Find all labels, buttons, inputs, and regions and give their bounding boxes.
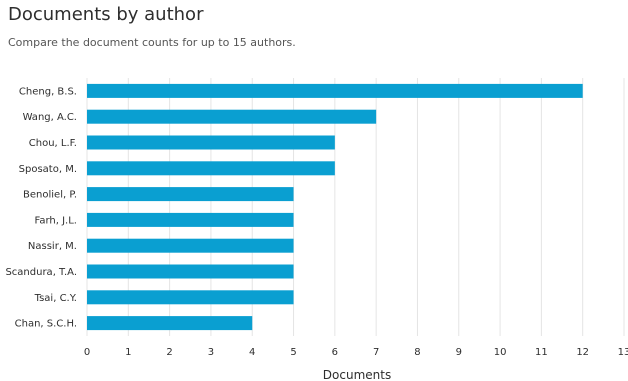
x-tick-label: 7 — [373, 347, 379, 358]
x-tick-labels: 0 1 2 3 4 5 6 7 8 9 10 11 12 13 — [84, 347, 628, 358]
x-tick-label: 3 — [208, 347, 214, 358]
category-label: Scandura, T.A. — [5, 267, 77, 278]
chart-title: Documents by author — [8, 4, 204, 25]
x-tick-label: 9 — [456, 347, 462, 358]
category-labels: Cheng, B.S. Wang, A.C. Chou, L.F. Sposato, … — [5, 86, 77, 329]
bar[interactable] — [87, 187, 294, 202]
bar[interactable] — [87, 212, 294, 227]
bar[interactable] — [87, 109, 377, 124]
category-label: Chou, L.F. — [29, 138, 77, 149]
x-tick-label: 5 — [290, 347, 296, 358]
bar[interactable] — [87, 316, 253, 331]
category-label: Tsai, C.Y. — [34, 293, 77, 304]
x-axis-title: Documents — [323, 368, 391, 381]
category-label: Farh, J.L. — [35, 215, 77, 226]
x-tick-label: 12 — [576, 347, 589, 358]
category-label: Wang, A.C. — [23, 112, 77, 123]
bar[interactable] — [87, 83, 583, 98]
chart-subtitle: Compare the document counts for up to 15… — [8, 36, 296, 49]
category-label: Nassir, M. — [28, 241, 77, 252]
bars — [87, 83, 583, 331]
bar[interactable] — [87, 264, 294, 279]
category-label: Cheng, B.S. — [19, 86, 77, 97]
x-tick-label: 8 — [414, 347, 420, 358]
bar[interactable] — [87, 135, 335, 150]
x-tick-label: 6 — [332, 347, 338, 358]
bar[interactable] — [87, 161, 335, 176]
category-label: Benoliel, P. — [23, 190, 77, 201]
x-tick-label: 1 — [125, 347, 131, 358]
category-label: Sposato, M. — [19, 164, 77, 175]
x-tick-label: 13 — [618, 347, 628, 358]
x-tick-label: 0 — [84, 347, 90, 358]
category-label: Chan, S.C.H. — [15, 319, 77, 330]
bar[interactable] — [87, 238, 294, 253]
x-tick-label: 11 — [535, 347, 548, 358]
x-tick-label: 4 — [249, 347, 255, 358]
x-tick-label: 2 — [166, 347, 172, 358]
bar[interactable] — [87, 290, 294, 305]
x-tick-label: 10 — [494, 347, 507, 358]
